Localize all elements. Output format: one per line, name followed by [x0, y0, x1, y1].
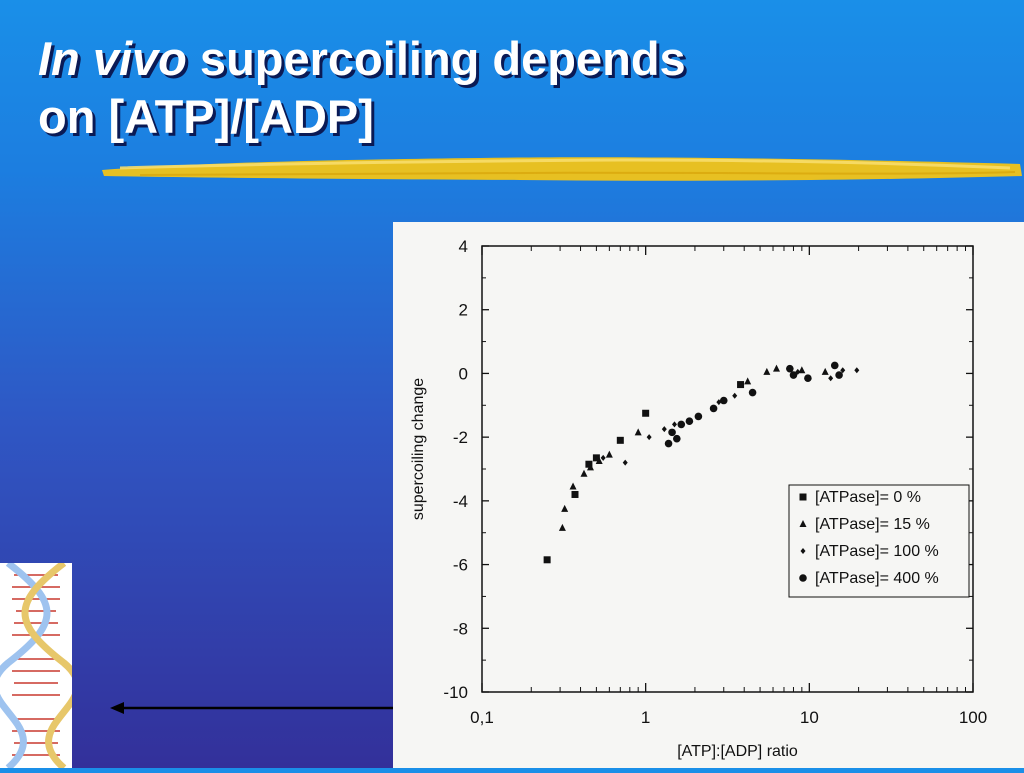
data-point-triangle: [580, 469, 588, 477]
dna-helix-icon: [0, 563, 72, 768]
data-point-triangle: [595, 457, 603, 465]
brush-underline: [102, 157, 1022, 181]
data-point-square: [585, 460, 593, 468]
data-point-triangle: [772, 364, 780, 372]
data-point-diamond: [622, 459, 628, 466]
y-tick-label: -8: [453, 619, 468, 638]
x-axis-title: [ATP]:[ADP] ratio: [677, 743, 798, 760]
slide-title: In vivo supercoiling depends on [ATP]/[A…: [38, 30, 998, 146]
data-point-diamond: [600, 454, 606, 461]
data-point-square: [592, 454, 600, 462]
legend-marker: [800, 548, 806, 554]
data-point-circle: [694, 412, 703, 421]
data-point-circle: [677, 420, 686, 429]
y-axis-title: supercoiling change: [410, 378, 427, 520]
data-point-diamond: [828, 375, 834, 382]
data-point-diamond: [671, 421, 677, 428]
data-point-circle: [673, 434, 681, 443]
data-point-circle: [748, 388, 757, 397]
data-point-square: [543, 556, 551, 564]
slide-title-italic: In vivo: [38, 32, 187, 85]
data-point-circle: [835, 371, 843, 379]
data-point-circle: [789, 371, 798, 379]
data-point-triangle: [561, 504, 569, 512]
x-tick-label: 1: [641, 708, 650, 727]
y-tick-label: 2: [459, 301, 468, 320]
data-point-circle: [685, 417, 694, 426]
data-point-square: [642, 409, 650, 417]
data-point-circle: [664, 439, 673, 448]
data-point-diamond: [661, 426, 667, 433]
data-point-circle: [830, 361, 839, 370]
data-point-square: [571, 490, 579, 498]
x-tick-label: 0,1: [470, 708, 494, 727]
left-arrow-icon: [110, 702, 398, 714]
data-point-diamond: [646, 434, 652, 441]
x-tick-label: 100: [959, 708, 987, 727]
data-point-diamond: [840, 367, 846, 374]
legend-label: [ATPase]= 400 %: [815, 570, 939, 587]
legend-label: [ATPase]= 15 %: [815, 516, 930, 533]
data-point-triangle: [558, 523, 566, 531]
y-tick-label: 4: [459, 237, 468, 256]
data-point-circle: [786, 364, 794, 373]
y-tick-label: -2: [453, 428, 468, 447]
data-point-square: [616, 436, 624, 444]
x-tick-label: 10: [800, 708, 819, 727]
data-point-triangle: [821, 367, 829, 375]
slide-title-line2: on [ATP]/[ADP]: [38, 90, 374, 143]
legend-label: [ATPase]= 100 %: [815, 543, 939, 560]
data-point-circle: [719, 396, 728, 405]
data-point-diamond: [716, 399, 722, 406]
y-tick-label: -10: [443, 683, 468, 702]
data-point-circle: [804, 374, 812, 383]
data-point-triangle: [744, 377, 752, 385]
data-point-triangle: [798, 366, 806, 374]
data-point-triangle: [763, 367, 771, 375]
legend-marker: [799, 520, 807, 527]
data-point-circle: [668, 428, 676, 437]
data-point-square: [737, 381, 745, 389]
chart-panel: 0,1 1 10 100 4 2 0 -2 -4 -6 -8 -10 [ATP]:[ADP] ratio…: [393, 222, 1024, 768]
data-point-triangle: [634, 428, 642, 436]
legend-label: [ATPase]= 0 %: [815, 489, 921, 506]
data-point-diamond: [732, 392, 738, 399]
data-point-diamond: [854, 367, 860, 374]
y-tick-label: -4: [453, 492, 468, 511]
y-tick-label: -6: [453, 556, 468, 575]
scatter-chart: 0,1 1 10 100 4 2 0 -2 -4 -6 -8 -10 [ATP]:[ADP] ratio…: [410, 237, 987, 760]
legend-box: [788, 484, 970, 598]
slide-title-rest: supercoiling depends: [186, 32, 686, 85]
y-tick-label: 0: [459, 364, 468, 383]
legend-marker: [799, 493, 807, 501]
data-point-triangle: [586, 463, 594, 471]
data-point-circle: [709, 404, 718, 413]
legend-marker: [799, 574, 807, 582]
data-point-triangle: [569, 482, 577, 490]
data-point-triangle: [605, 450, 613, 458]
plot-frame: [481, 245, 974, 693]
